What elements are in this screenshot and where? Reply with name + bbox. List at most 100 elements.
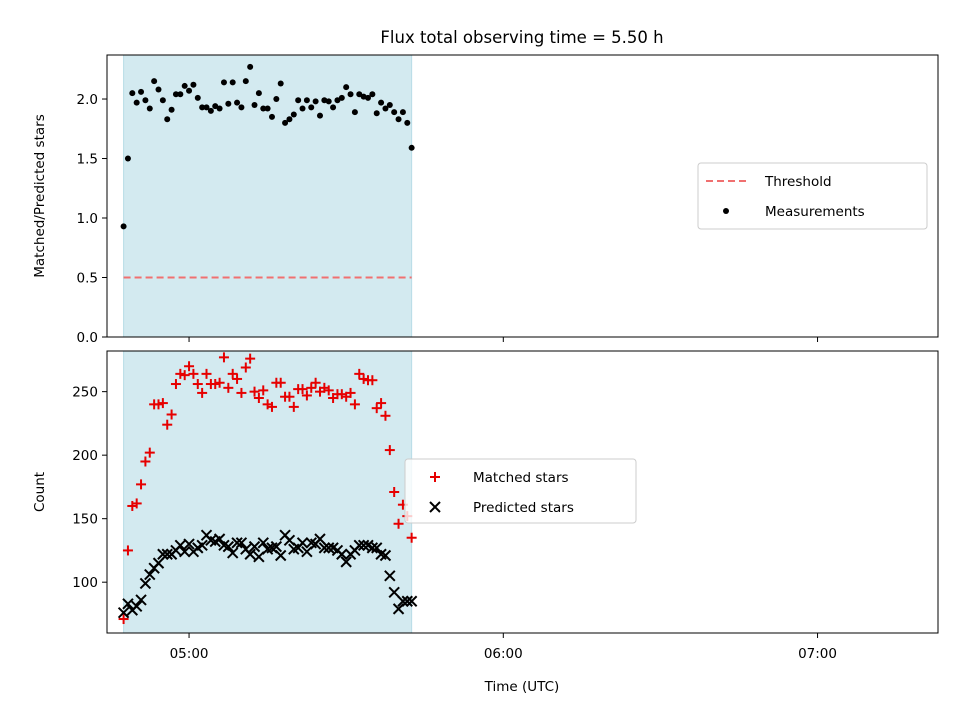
measurement-point: [172, 91, 179, 98]
predicted-star-point: [231, 537, 243, 549]
measurement-point: [186, 87, 193, 94]
measurement-point: [312, 98, 319, 105]
measurement-point: [268, 113, 275, 120]
measurement-point: [238, 104, 245, 111]
measurement-point: [330, 104, 337, 111]
predicted-star-point: [152, 557, 165, 569]
predicted-star-point: [336, 548, 348, 560]
y-tick-label: 250: [72, 385, 98, 401]
y-tick-label: 150: [72, 512, 98, 528]
predicted-star-point: [318, 542, 331, 554]
predicted-star-point: [401, 595, 413, 607]
measurement-point: [386, 101, 393, 108]
matched-star-point: [406, 532, 417, 543]
legend-box: [697, 162, 928, 230]
predicted-star-point: [379, 549, 392, 562]
measurement-point: [260, 105, 267, 112]
predicted-star-point: [274, 549, 287, 562]
matched-star-point: [131, 498, 142, 509]
measurement-point: [282, 119, 289, 126]
matched-star-point: [245, 353, 256, 364]
measurement-point: [251, 101, 258, 108]
predicted-star-point: [397, 595, 409, 607]
measurement-point: [325, 98, 332, 105]
y-tick-label: 100: [72, 575, 98, 591]
measurement-point: [155, 86, 162, 93]
legend-predicted-swatch: [429, 501, 441, 513]
matched-star-point: [157, 398, 168, 409]
measurement-point: [207, 107, 214, 114]
predicted-star-point: [353, 539, 365, 552]
measurement-point: [203, 104, 210, 111]
matched-star-point: [218, 352, 229, 363]
matched-star-point: [354, 368, 365, 379]
predicted-star-point: [196, 539, 208, 552]
measurement-point: [242, 78, 249, 85]
predicted-star-point: [296, 537, 309, 549]
legend-label: Threshold: [764, 174, 832, 190]
measurement-point: [151, 78, 158, 85]
matched-star-point: [253, 393, 264, 403]
predicted-star-point: [130, 600, 143, 613]
matched-star-point: [306, 382, 317, 393]
matched-star-point: [153, 399, 164, 410]
count-panel: 10015020025005:0006:0007:0008:0009:0010:…: [32, 350, 939, 662]
matched-star-point: [144, 447, 155, 458]
measurement-point: [347, 91, 354, 98]
chart-title: Flux total observing time = 5.50 h: [380, 28, 663, 47]
matched-star-point: [240, 362, 251, 373]
y-tick-label: 1.5: [77, 152, 98, 168]
measurement-point: [404, 119, 411, 126]
predicted-star-point: [405, 595, 418, 607]
predicted-star-point: [117, 606, 130, 619]
matched-star-point: [136, 479, 147, 490]
predicted-star-point: [388, 586, 400, 599]
measurement-point: [399, 109, 406, 116]
measurement-point: [168, 106, 175, 113]
ratio-panel: 0.0 0.5 1.0 1.5 2.0 Matched/Predicted stars Th…: [32, 54, 939, 346]
y-tick-label: 2.0: [77, 92, 98, 108]
matched-star-point: [122, 545, 133, 556]
matched-star-point: [188, 368, 199, 379]
legend-label: Matched stars: [473, 470, 569, 486]
matched-star-point: [140, 456, 151, 467]
measurement-point: [343, 84, 350, 91]
x-tick-label: 05:00: [170, 646, 209, 662]
matched-star-point: [249, 386, 260, 397]
y-axis-label: Matched/Predicted stars: [32, 114, 48, 277]
matched-star-point: [236, 387, 247, 398]
matched-star-point: [192, 379, 203, 390]
matched-star-point: [323, 385, 334, 396]
matched-star-point: [275, 377, 286, 388]
measurement-point: [234, 99, 241, 106]
x-axis-label: Time (UTC): [484, 679, 560, 695]
predicted-star-point: [183, 538, 195, 550]
measurement-point: [120, 223, 127, 230]
axes-frame: [106, 350, 939, 634]
predicted-star-point: [366, 542, 379, 554]
measurement-point: [247, 63, 254, 70]
predicted-star-point: [270, 540, 283, 553]
matched-star-point: [210, 379, 221, 390]
measurement-point: [124, 155, 131, 162]
matched-star-point: [284, 391, 295, 402]
measurement-point: [220, 79, 227, 86]
legend-label: Predicted stars: [473, 500, 574, 516]
measurement-point: [129, 90, 136, 97]
y-tick-label: 1.0: [77, 211, 98, 227]
predicted-star-point: [139, 577, 152, 590]
measurement-point: [146, 105, 153, 112]
measurement-point: [229, 79, 236, 86]
measurement-point: [255, 90, 262, 97]
matched-star-point: [223, 382, 234, 393]
measurement-point: [190, 81, 197, 88]
measurement-point: [373, 110, 380, 117]
measurement-point: [378, 99, 385, 106]
matched-star-point: [345, 387, 356, 398]
matched-star-point: [389, 487, 400, 497]
measurement-point: [338, 94, 345, 101]
matched-star-point: [380, 410, 391, 421]
measurement-point: [382, 105, 389, 112]
matched-star-point: [214, 377, 225, 388]
